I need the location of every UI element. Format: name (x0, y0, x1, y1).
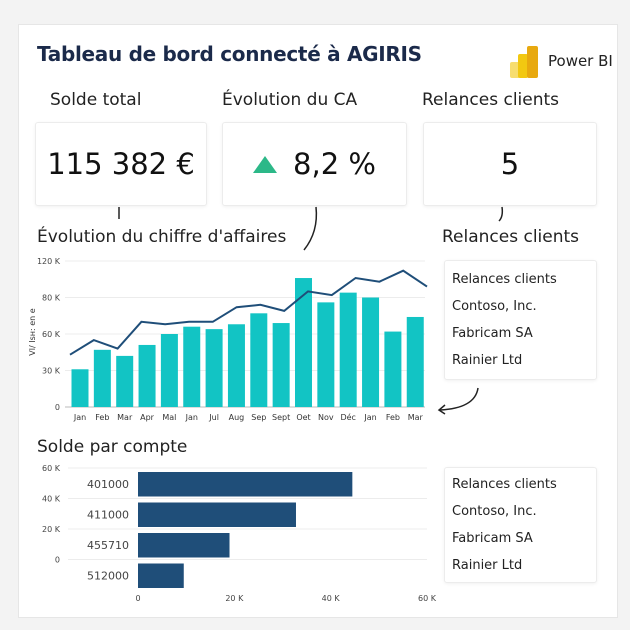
bar (138, 344, 156, 407)
left-tick-label: 40 K (42, 495, 61, 504)
bar (250, 313, 268, 407)
x-tick-label: Feb (386, 413, 400, 422)
kpi-label-total-balance: Solde total (50, 90, 142, 110)
y-tick-label: 120 K (37, 257, 61, 266)
x-tick-label: 0 (135, 594, 140, 603)
y-tick-label: 0 (55, 403, 60, 412)
x-tick-label: Jul (208, 413, 219, 422)
kpi-value: 8,2 % (293, 147, 376, 181)
bar (205, 329, 223, 407)
y-tick-label: 80 K (42, 294, 61, 303)
kpi-card-revenue-growth[interactable]: 8,2 % (222, 122, 407, 206)
trend-up-icon (253, 155, 278, 173)
x-tick-label: Mal (162, 413, 176, 422)
list-item[interactable]: Contoso, Inc. (452, 504, 537, 519)
revenue-trend-line (69, 269, 428, 356)
list-item[interactable]: Rainier Ltd (452, 558, 523, 573)
account-label: 512000 (87, 570, 129, 583)
reminders-list-2: Relances clients Contoso, Inc. Fabricam … (444, 467, 597, 583)
list-item[interactable]: Fabricam SA (452, 326, 533, 341)
bar (317, 302, 335, 407)
page-title: Tableau de bord connecté à AGIRIS (37, 42, 422, 66)
x-tick-label: Nov (318, 413, 334, 422)
bar (138, 533, 230, 558)
bar (295, 278, 312, 407)
x-tick-label: Mar (408, 413, 424, 422)
bar (272, 323, 290, 407)
x-tick-label: Oet (296, 413, 310, 422)
x-tick-label: 60 K (418, 594, 437, 603)
balance-chart-title: Solde par compte (37, 437, 188, 457)
x-tick-label: Jan (185, 413, 198, 422)
x-tick-label: Apr (140, 413, 155, 422)
bar (138, 563, 184, 588)
account-label: 411000 (87, 509, 129, 522)
brand-label: Power BI (548, 52, 613, 70)
list-item[interactable]: Contoso, Inc. (452, 299, 537, 314)
left-tick-label: 0 (55, 556, 60, 565)
x-tick-label: 40 K (322, 594, 341, 603)
bar (138, 472, 353, 497)
kpi-card-total-balance[interactable]: 115 382 € (35, 122, 207, 206)
bar (183, 326, 201, 407)
x-tick-label: Jan (73, 413, 86, 422)
power-bi-logo-icon (510, 46, 538, 78)
reminders-title: Relances clients (442, 227, 580, 247)
kpi-label-revenue-growth: Évolution du CA (222, 90, 358, 110)
x-tick-label: Feb (95, 413, 109, 422)
x-tick-label: Sep (251, 413, 266, 422)
x-tick-label: Aug (229, 413, 245, 422)
kpi-value: 5 (500, 147, 520, 181)
kpi-value: 115 382 € (47, 147, 195, 181)
x-tick-label: Jan (363, 413, 376, 422)
x-tick-label: Sept (272, 413, 290, 422)
x-tick-label: Mar (117, 413, 133, 422)
reminders-list-1: Relances clients Contoso, Inc. Fabricam … (444, 260, 597, 380)
account-label: 401000 (87, 478, 129, 491)
list-item[interactable]: Relances clients (452, 477, 557, 492)
x-tick-label: 20 K (225, 594, 244, 603)
bar (339, 292, 357, 407)
y-axis-label: Vl/ Isн: en e (28, 308, 37, 355)
left-tick-label: 60 K (42, 464, 61, 473)
kpi-label-reminders: Relances clients (422, 90, 560, 110)
bar (160, 334, 178, 407)
revenue-chart: 0 30 K 60 K 80 K 120 K Vl/ Isн: en e Jan Feb Mar… (28, 257, 428, 422)
bar (406, 316, 424, 407)
balance-chart: 60 K 40 K 20 K 0 401000 411000 455710 512000 0 20… (42, 464, 437, 603)
bar (71, 369, 89, 407)
left-tick-label: 20 K (42, 525, 61, 534)
kpi-card-reminders[interactable]: 5 (423, 122, 597, 206)
list-item[interactable]: Relances clients (452, 272, 557, 287)
account-label: 455710 (87, 539, 129, 552)
bar (116, 355, 134, 407)
bar (93, 349, 111, 407)
x-tick-label: Déc (340, 412, 355, 422)
bar (227, 324, 245, 407)
revenue-chart-title: Évolution du chiffre d'affaires (37, 227, 287, 247)
bar (138, 502, 296, 527)
bar (362, 297, 380, 407)
list-item[interactable]: Rainier Ltd (452, 353, 523, 368)
list-item[interactable]: Fabricam SA (452, 531, 533, 546)
bar (384, 331, 402, 407)
y-tick-label: 60 K (42, 330, 61, 339)
y-tick-label: 30 K (42, 367, 61, 376)
